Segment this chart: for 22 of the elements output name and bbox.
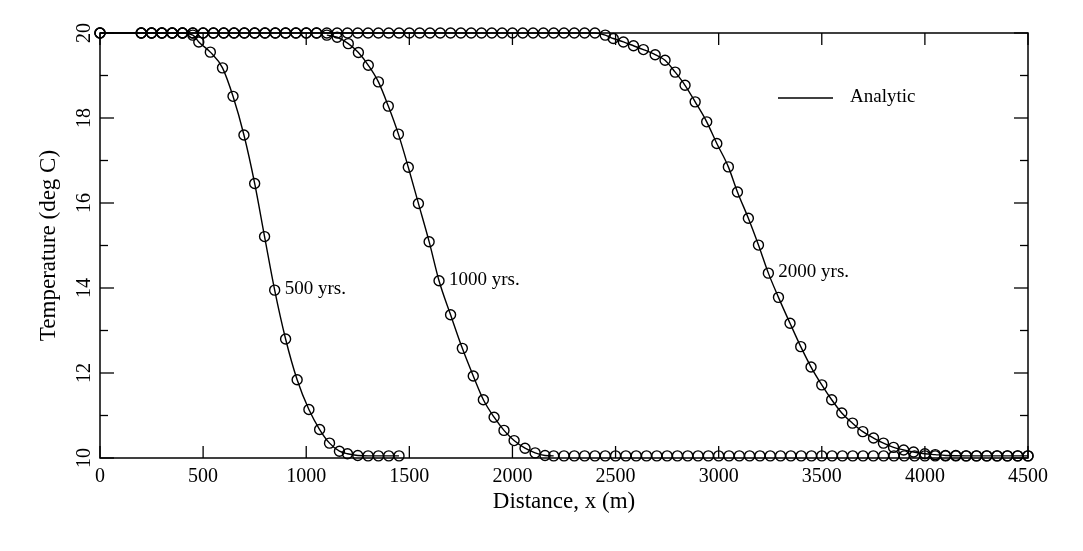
x-tick-label: 4500	[1008, 464, 1048, 486]
annotation: 2000 yrs.	[778, 260, 850, 282]
y-tick-label: 14	[72, 278, 94, 298]
y-axis-title: Temperature (deg C)	[35, 149, 60, 342]
annotation: 1000 yrs.	[449, 268, 520, 290]
x-tick-label: 1000	[286, 464, 327, 486]
x-tick-label: 2500	[595, 464, 636, 486]
x-tick-label: 500	[188, 464, 219, 486]
y-tick-label: 12	[72, 363, 94, 383]
y-tick-label: 16	[72, 193, 94, 213]
x-axis-title: Distance, x (m)	[492, 488, 636, 513]
x-tick-label: 3500	[801, 464, 842, 486]
y-tick-label: 18	[72, 108, 94, 128]
x-tick-label: 1500	[389, 464, 430, 486]
y-tick-label: 20	[72, 23, 94, 43]
x-tick-label: 2000	[492, 464, 533, 486]
legend-label: Analytic	[850, 85, 916, 107]
x-tick-label: 0	[95, 464, 105, 486]
y-tick-label: 10	[72, 448, 94, 468]
x-tick-label: 3000	[698, 464, 739, 486]
x-tick-label: 4000	[904, 464, 945, 486]
annotation: 500 yrs.	[284, 277, 346, 299]
